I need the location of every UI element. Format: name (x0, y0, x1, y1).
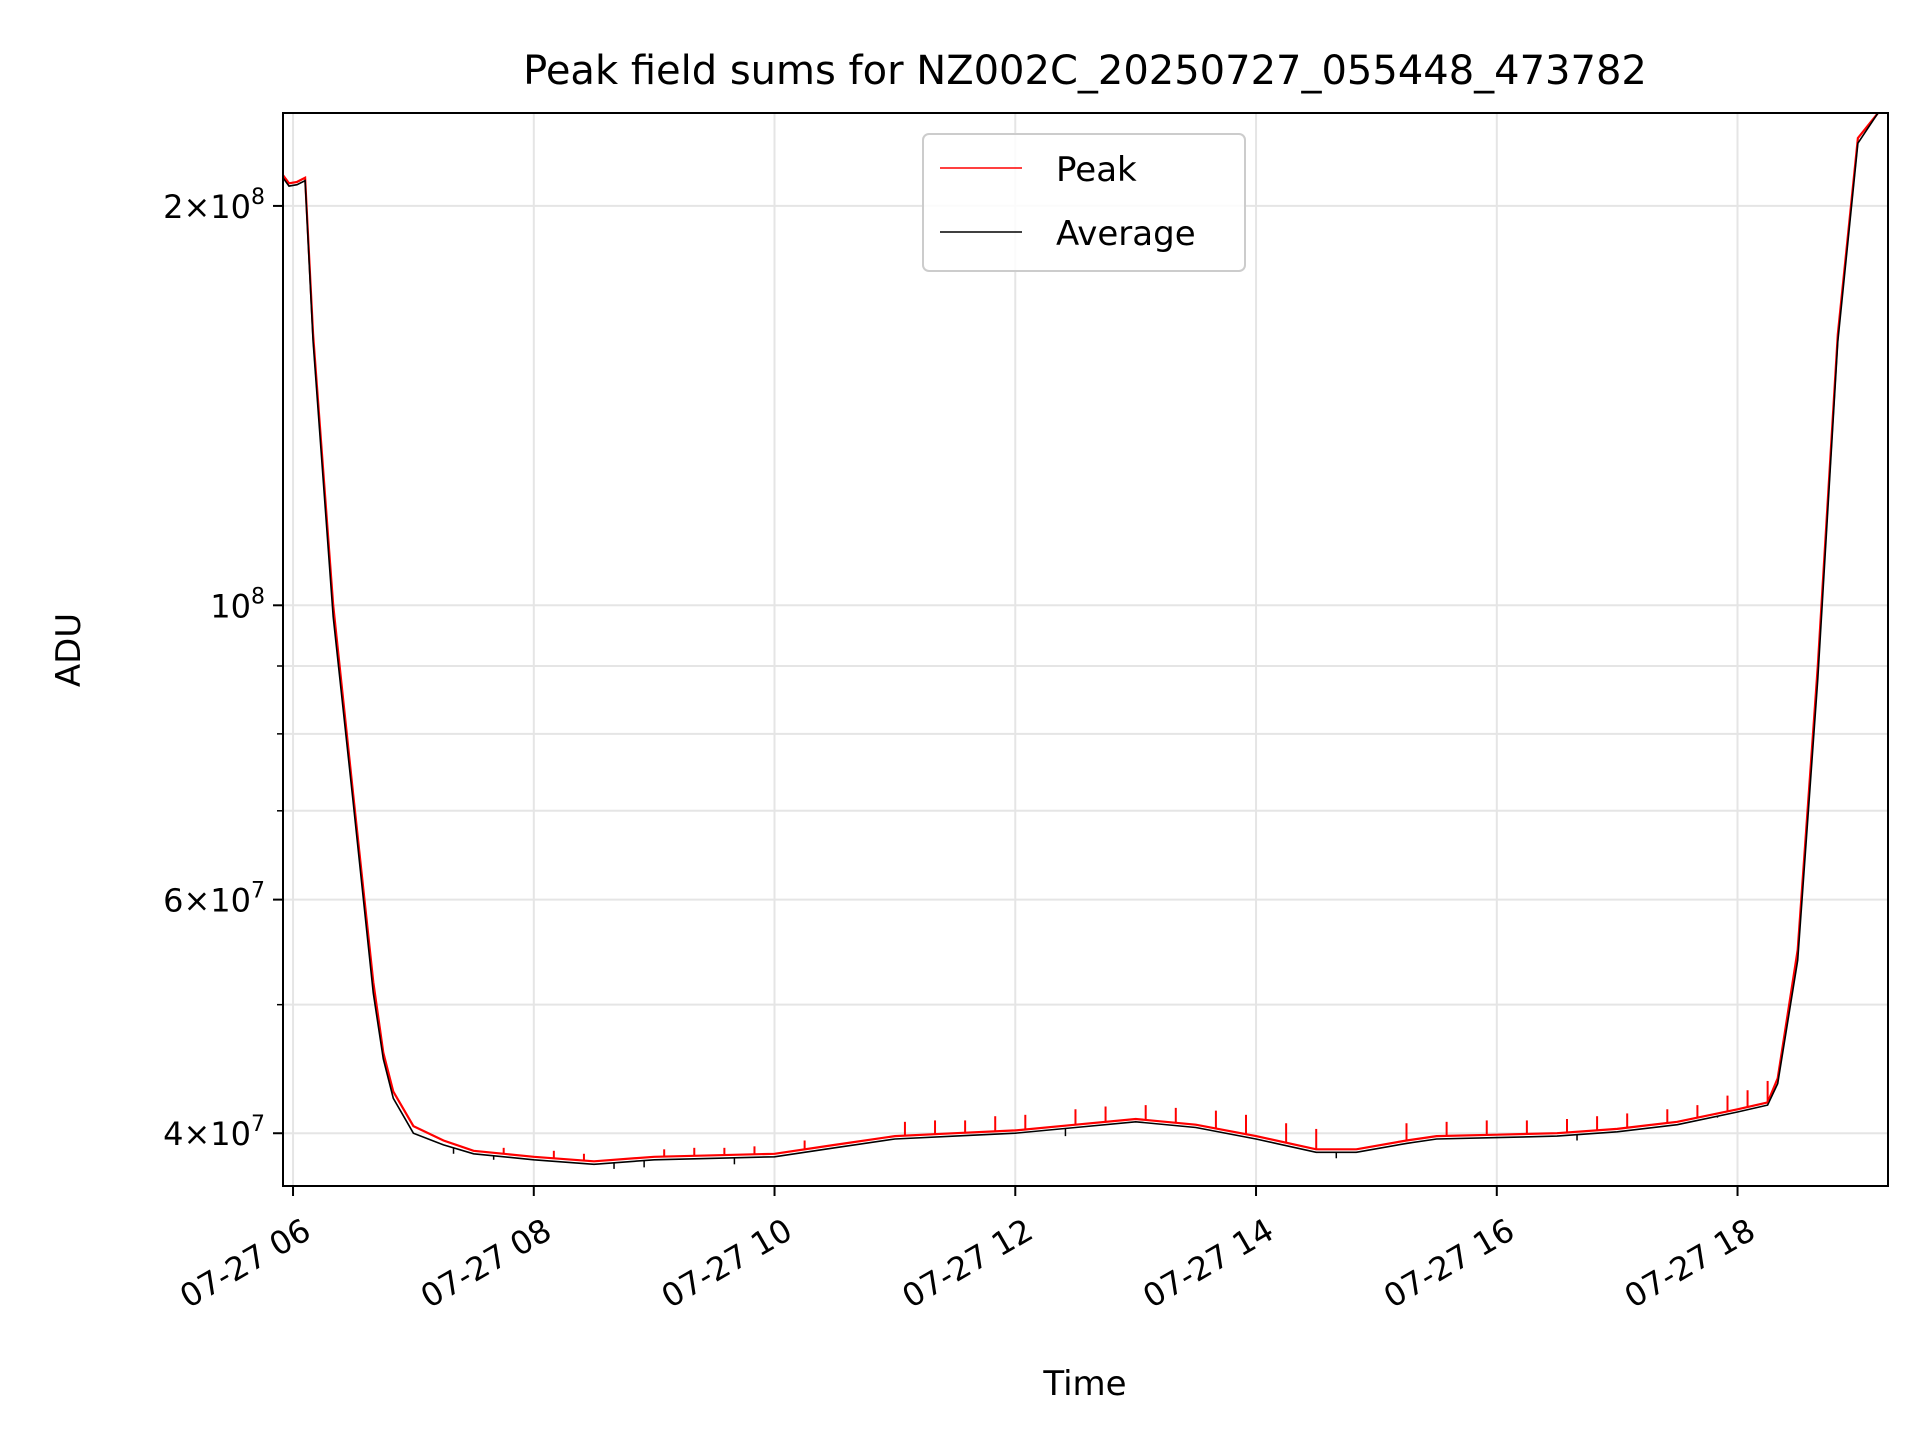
x-axis-label: Time (1042, 1364, 1126, 1404)
series-line-peak (283, 113, 1879, 1163)
series-line-average (283, 113, 1879, 1166)
y-axis-label: ADU (49, 613, 89, 687)
chart-title: Peak field sums for NZ002C_20250727_0554… (523, 48, 1647, 94)
legend: Peak Average (922, 133, 1246, 272)
series-layer (283, 113, 1879, 1169)
plot-frame (282, 112, 1889, 1187)
legend-average-label: Average (1056, 214, 1196, 254)
y-tick-label: 2×108 (163, 185, 265, 226)
y-tick-label: 6×107 (163, 879, 265, 920)
y-tick-label: 4×107 (163, 1112, 265, 1153)
legend-peak-label: Peak (1056, 150, 1137, 190)
